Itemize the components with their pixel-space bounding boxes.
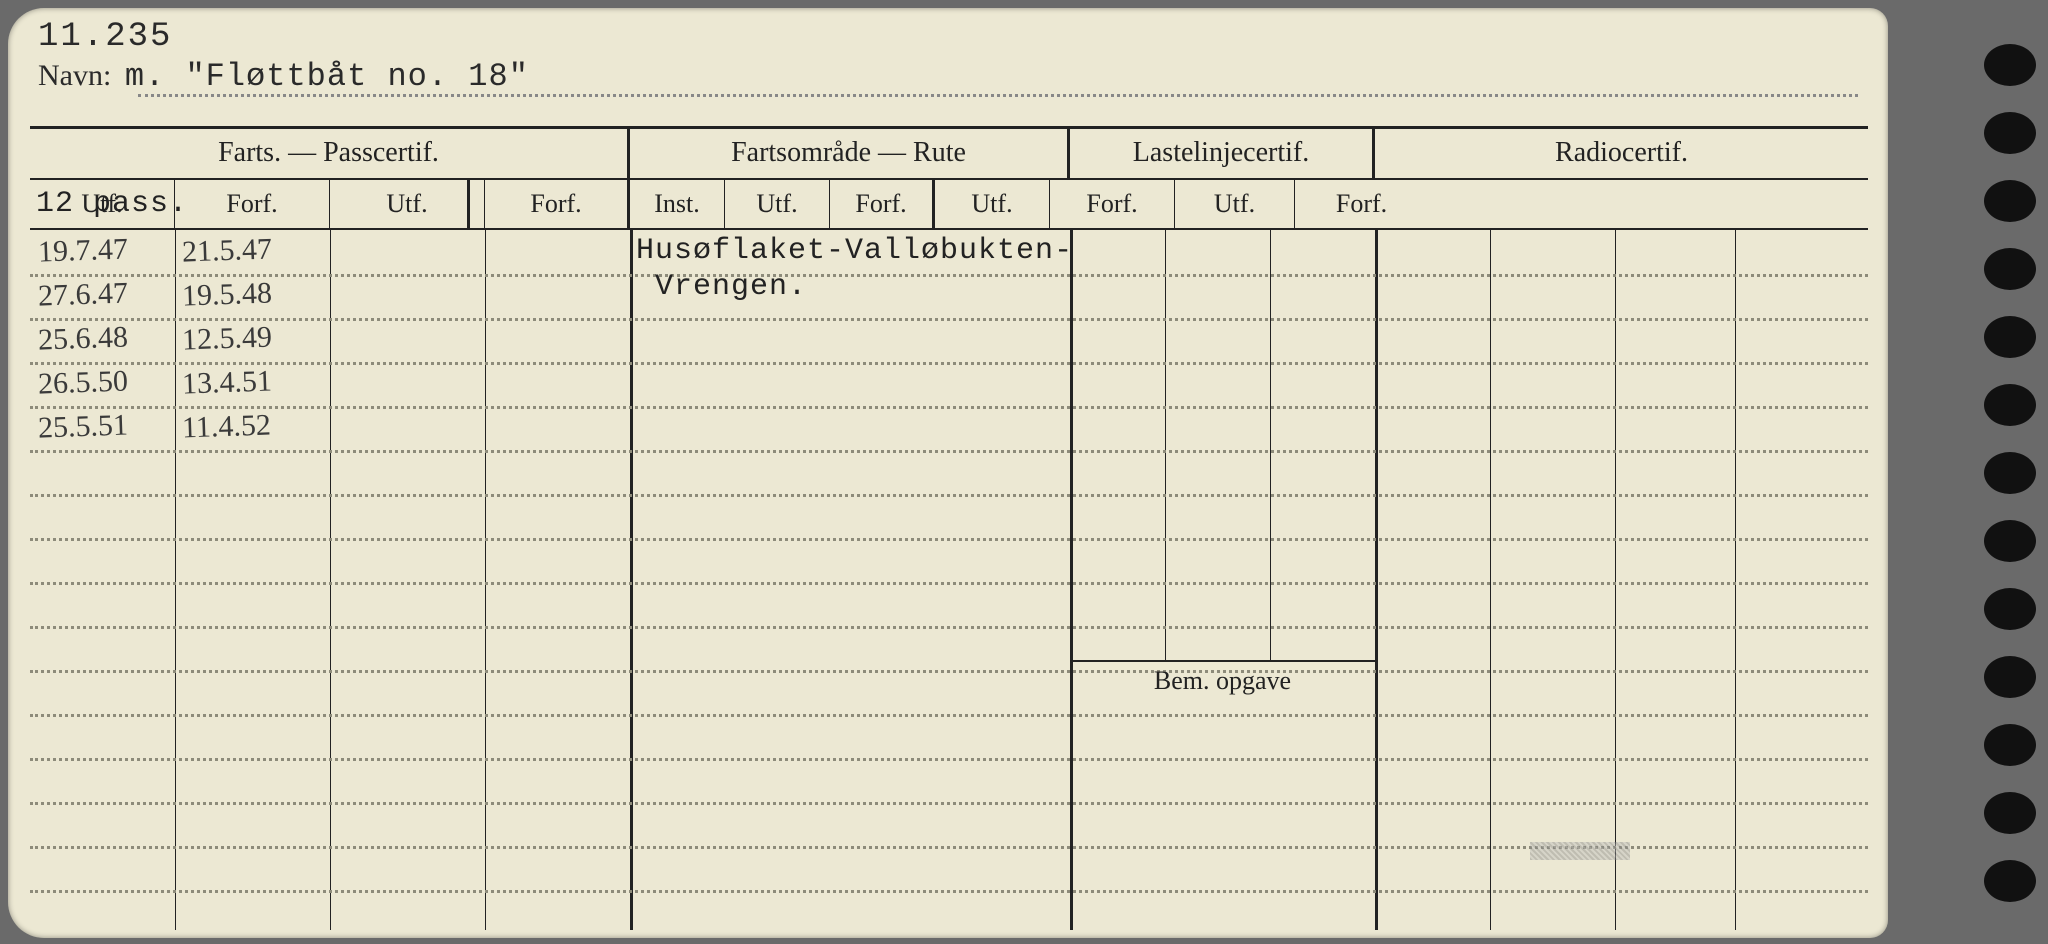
punch-hole (1984, 860, 2036, 902)
card-header: 11.235 Navn: m. "Fløttbåt no. 18" (38, 18, 1868, 95)
forf-1: 21.5.47 (181, 232, 272, 269)
punch-holes (1966, 44, 2036, 924)
punch-hole (1984, 316, 2036, 358)
group-radiocertif: Radiocertif. (1375, 128, 1868, 178)
navn-line: Navn: m. "Fløttbåt no. 18" (38, 58, 1868, 95)
scan-smudge (1530, 842, 1630, 860)
forf-4: 13.4.51 (181, 364, 272, 401)
utf-1: 19.7.47 (37, 232, 128, 269)
forf-3: 12.5.49 (181, 320, 272, 357)
punch-hole (1984, 656, 2036, 698)
punch-hole (1984, 792, 2036, 834)
navn-underline (138, 94, 1858, 97)
route-line3: Vrengen. (636, 270, 807, 304)
navn-label: Navn: (38, 59, 117, 92)
col-utf5: Utf. (1175, 180, 1295, 228)
forf-5: 11.4.52 (181, 408, 271, 445)
group-lastelinje: Lastelinjecertif. (1070, 128, 1375, 178)
route-line2: Husøflaket-Valløbukten- (636, 234, 1073, 268)
punch-hole (1984, 44, 2036, 86)
punch-hole (1984, 724, 2036, 766)
punch-hole (1984, 248, 2036, 290)
punch-hole (1984, 520, 2036, 562)
utf-4: 26.5.50 (37, 364, 128, 401)
registration-number: 11.235 (38, 18, 1868, 56)
punch-hole (1984, 384, 2036, 426)
utf-5: 25.5.51 (37, 408, 128, 445)
route-sub: 12 pass. (30, 180, 470, 228)
col-forf2: Forf. (485, 180, 630, 228)
utf-2: 27.6.47 (37, 276, 128, 313)
punch-hole (1984, 180, 2036, 222)
utf-3: 25.6.48 (37, 320, 128, 357)
sub-header-row: Utf. Forf. Utf. Forf. 12 pass. Inst. Utf… (30, 180, 1868, 228)
col-utf4: Utf. (935, 180, 1050, 228)
entries-overlay: Husøflaket-Valløbukten- Vrengen. 19.7.47… (30, 230, 1868, 930)
punch-hole (1984, 588, 2036, 630)
group-route: Fartsområde — Rute (630, 128, 1070, 178)
group-passcertif: Farts. — Passcertif. (30, 128, 630, 178)
forf-2: 19.5.48 (181, 276, 272, 313)
col-forf5: Forf. (1295, 180, 1428, 228)
col-forf3: Forf. (830, 180, 935, 228)
data-grid: Bem. opgave Husøflaket-Valløbukten- Vren… (30, 230, 1868, 930)
group-header-row: Farts. — Passcertif. Fartsområde — Rute … (30, 128, 1868, 178)
punch-hole (1984, 112, 2036, 154)
col-forf4: Forf. (1050, 180, 1175, 228)
navn-value: m. "Fløttbåt no. 18" (125, 58, 529, 95)
index-card: 11.235 Navn: m. "Fløttbåt no. 18" Farts.… (8, 8, 1888, 938)
punch-hole (1984, 452, 2036, 494)
col-inst: Inst. (630, 180, 725, 228)
col-utf3: Utf. (725, 180, 830, 228)
